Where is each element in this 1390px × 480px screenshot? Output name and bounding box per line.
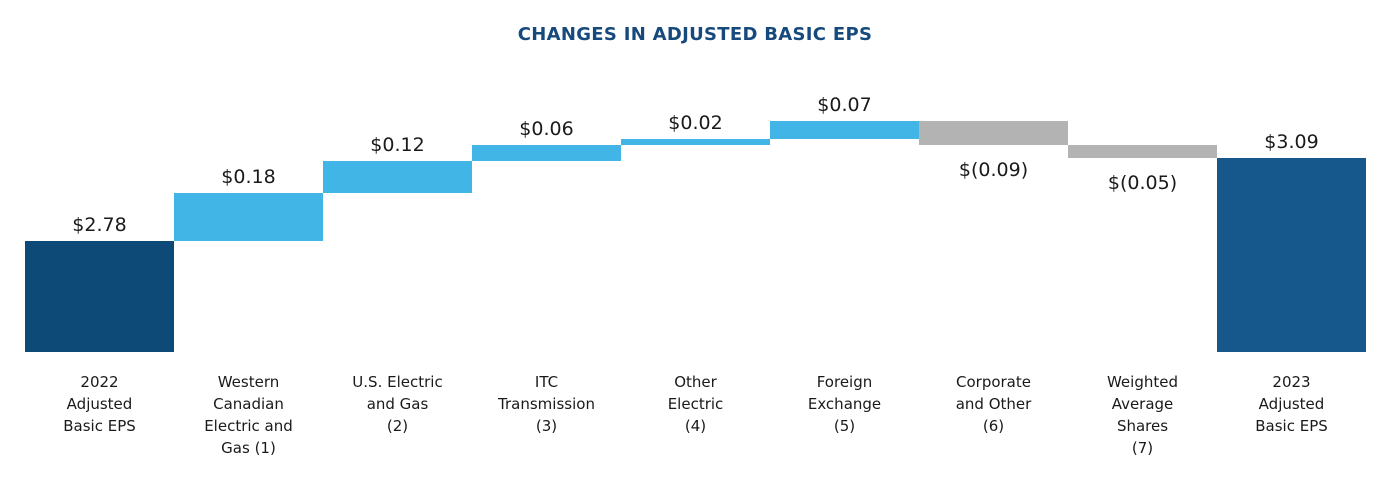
bar-value-label: $(0.09) [958,158,1029,181]
category-label: ITC Transmission (3) [498,373,595,435]
waterfall-bar [1217,158,1366,352]
category-label: Other Electric (4) [667,373,724,435]
category-label: 2023 Adjusted Basic EPS [1255,373,1328,435]
category-label: Western Canadian Electric and Gas (1) [204,373,293,457]
waterfall-bar [174,192,323,242]
bar-value-label: $0.18 [221,165,276,188]
waterfall-bar [919,120,1068,145]
category-label: 2022 Adjusted Basic EPS [63,373,136,435]
category-label: U.S. Electric and Gas (2) [352,373,443,435]
chart-title: CHANGES IN ADJUSTED BASIC EPS [517,24,873,45]
category-label: Weighted Average Shares (7) [1106,373,1178,457]
bar-value-label: $0.06 [519,117,574,140]
bar-value-label: $0.12 [370,133,425,156]
waterfall-bar [25,241,174,352]
bar-value-label: $3.09 [1264,131,1319,154]
waterfall-bar [323,160,472,193]
bar-value-label: $(0.05) [1107,172,1178,195]
bar-value-label: $2.78 [72,214,127,237]
category-label: Corporate and Other (6) [955,373,1032,435]
bar-value-label: $0.02 [668,112,723,135]
waterfall-bar [472,144,621,161]
waterfall-bar [770,120,919,140]
waterfall-bar [1068,144,1217,159]
category-label: Foreign Exchange (5) [807,373,882,435]
waterfall-bar [621,139,770,145]
bar-value-label: $0.07 [817,93,872,116]
